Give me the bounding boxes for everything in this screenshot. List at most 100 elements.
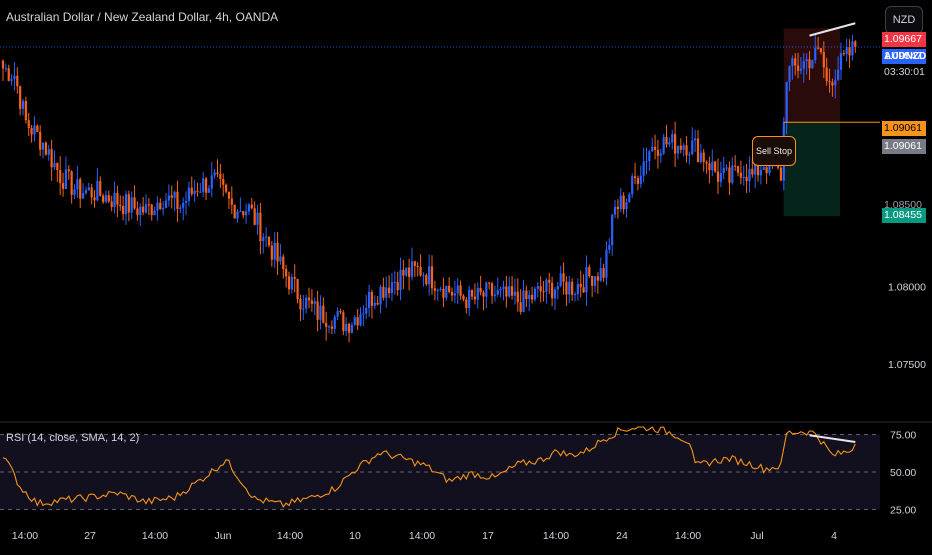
candle-body <box>273 242 276 260</box>
rsi-line <box>2 426 856 508</box>
candle-body <box>290 277 293 290</box>
candle-body <box>453 293 456 296</box>
time-axis-tick-label: 14:00 <box>142 530 168 542</box>
candle-body <box>84 190 88 194</box>
candle-body <box>359 314 362 326</box>
candle-body <box>164 200 168 209</box>
candle-body <box>382 286 385 298</box>
candle-body <box>490 283 494 296</box>
candle-body <box>562 273 565 282</box>
candle-body <box>345 324 348 332</box>
candle-body <box>293 277 296 279</box>
candle-body <box>728 167 731 183</box>
candle-body <box>611 214 614 246</box>
time-axis-tick-label: 14:00 <box>675 530 701 542</box>
candle-body <box>41 142 45 150</box>
candle-body <box>608 245 611 250</box>
candle-body <box>393 281 396 283</box>
candle-body <box>4 68 7 70</box>
candle-body <box>204 178 208 193</box>
candle-body <box>811 60 814 69</box>
candle-body <box>702 152 705 163</box>
candle-body <box>325 322 328 327</box>
candle-body <box>742 176 745 178</box>
candle-body <box>422 275 425 277</box>
candle-body <box>714 161 717 172</box>
candle-body <box>144 204 148 213</box>
candlestick-series <box>1 34 857 343</box>
candle-body <box>130 197 133 213</box>
candle-body <box>19 86 22 109</box>
price-axis-tick-label: 1.07500 <box>888 359 926 371</box>
candle-body <box>230 198 233 205</box>
candle-body <box>64 169 68 189</box>
candle-body <box>173 191 176 198</box>
candle-body <box>688 154 691 156</box>
candle-body <box>488 282 491 284</box>
candle-body <box>330 326 333 329</box>
candle-body <box>705 162 708 164</box>
candle-body <box>310 300 313 304</box>
candle-body <box>808 59 811 69</box>
candle-body <box>839 53 843 70</box>
candle-body <box>276 242 279 262</box>
candle-body <box>528 294 531 300</box>
candle-body <box>796 65 800 71</box>
candle-body <box>156 202 159 211</box>
candle-body <box>694 138 697 141</box>
candle-body <box>470 289 474 297</box>
candle-body <box>353 317 356 325</box>
candle-body <box>279 256 282 262</box>
candle-body <box>565 281 568 295</box>
candle-body <box>479 288 482 293</box>
candle-body <box>682 145 685 150</box>
candle-body <box>333 316 336 329</box>
candle-body <box>419 266 422 276</box>
currency-button[interactable]: NZD <box>885 6 923 34</box>
candle-body <box>791 58 794 67</box>
candle-body <box>265 236 268 238</box>
candle-body <box>190 187 193 194</box>
candle-body <box>262 237 265 242</box>
chart-title: Australian Dollar / New Zealand Dollar, … <box>6 10 279 24</box>
candle-body <box>24 101 27 121</box>
candle-body <box>819 48 823 53</box>
candle-body <box>685 145 688 156</box>
sell-stop-label[interactable]: Sell Stop <box>752 136 796 166</box>
candle-body <box>59 170 62 184</box>
candle-body <box>347 324 351 333</box>
candle-body <box>559 273 562 286</box>
candle-body <box>628 194 631 203</box>
time-axis-tick-label: 14:00 <box>12 530 38 542</box>
candle-body <box>636 178 640 184</box>
candle-body <box>239 211 242 213</box>
candle-body <box>99 181 102 196</box>
candle-body <box>224 184 228 192</box>
candle-body <box>56 162 59 171</box>
time-axis-tick-label: 14:00 <box>277 530 303 542</box>
candle-body <box>313 301 316 304</box>
candle-body <box>322 305 325 323</box>
candle-body <box>551 282 554 299</box>
candle-body <box>834 79 837 86</box>
candle-body <box>696 138 700 163</box>
candle-body <box>473 296 476 300</box>
candle-body <box>450 291 454 296</box>
candle-body <box>245 211 248 216</box>
time-axis-tick-label: 14:00 <box>409 530 435 542</box>
candle-body <box>591 276 594 286</box>
candle-body <box>13 75 16 80</box>
candle-body <box>159 202 162 210</box>
candle-body <box>762 167 765 170</box>
candle-body <box>619 195 622 210</box>
candle-body <box>116 192 119 205</box>
candle-body <box>765 167 768 174</box>
countdown-tag: 03:30:01 <box>884 66 925 78</box>
candle-body <box>837 69 840 80</box>
stop-loss-tag: 1.09667 <box>882 32 926 47</box>
candle-body <box>256 212 259 225</box>
candle-body <box>107 195 110 202</box>
candle-body <box>61 183 65 189</box>
